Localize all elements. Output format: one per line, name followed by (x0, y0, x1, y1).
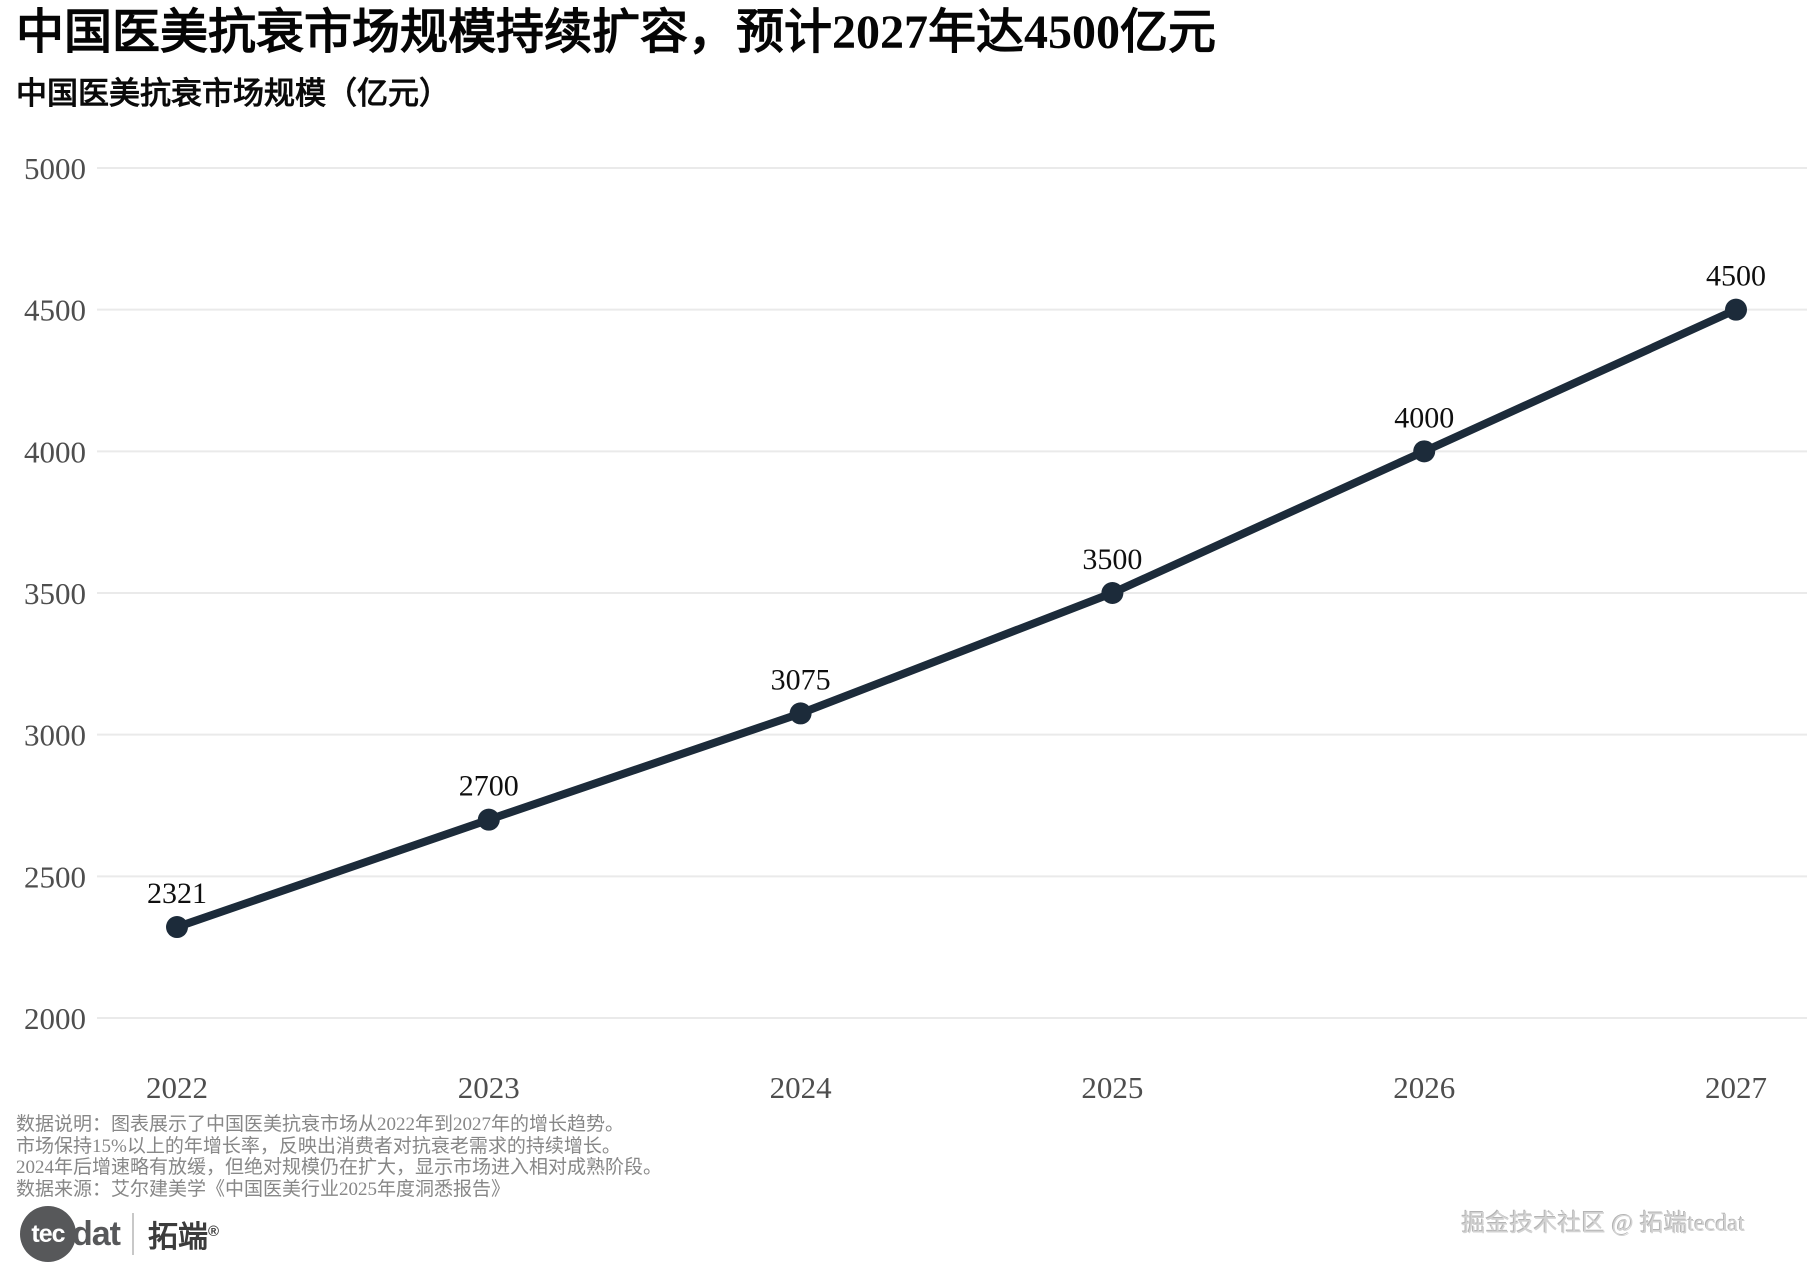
data-point-label: 2321 (147, 877, 207, 910)
footnote-line: 市场保持15%以上的年增长率，反映出消费者对抗衰老需求的持续增长。 (16, 1135, 621, 1157)
page-title: 中国医美抗衰市场规模持续扩容，预计2027年达4500亿元 (16, 6, 1217, 59)
y-tick-label: 5000 (24, 151, 86, 186)
y-tick-label: 2500 (24, 859, 86, 894)
x-tick-label: 2024 (770, 1070, 833, 1105)
footnote-line: 数据说明：图表展示了中国医美抗衰市场从2022年到2027年的增长趋势。 (16, 1114, 625, 1135)
tecdat-logo-dat: dat (72, 1214, 121, 1253)
x-tick-label: 2025 (1081, 1070, 1143, 1105)
data-point (1413, 440, 1436, 463)
data-point (1101, 582, 1124, 604)
tecdat-logo: tec dat 拓端® (20, 1206, 219, 1262)
x-tick-label: 2023 (458, 1070, 520, 1105)
data-point-label: 4000 (1394, 401, 1454, 434)
y-tick-label: 4000 (24, 434, 86, 469)
data-point-label: 4500 (1706, 260, 1766, 293)
x-tick-label: 2026 (1393, 1070, 1455, 1105)
chart-subtitle: 中国医美抗衰市场规模（亿元） (16, 76, 450, 111)
watermark: 掘金技术社区 @ 拓端tecdat (1461, 1211, 1745, 1237)
y-tick-label: 3500 (24, 576, 86, 611)
y-tick-label: 4500 (24, 293, 86, 328)
data-line (173, 305, 1740, 932)
data-point (1725, 298, 1747, 321)
x-tick-label: 2022 (146, 1070, 208, 1105)
footnote-source: 数据来源：艾尔建美学《中国医美行业2025年度洞悉报告》 (16, 1178, 511, 1200)
data-point-label: 3500 (1082, 543, 1142, 576)
footnotes: 数据说明：图表展示了中国医美抗衰市场从2022年到2027年的增长趋势。 市场保… (16, 1114, 662, 1200)
tecdat-logo-circle-icon: tec (20, 1206, 76, 1262)
y-tick-label: 2000 (24, 1001, 86, 1036)
footnote-line: 2024年后增速略有放缓，但绝对规模仍在扩大，显示市场进入相对成熟阶段。 (16, 1157, 663, 1178)
data-point-label: 2700 (459, 770, 519, 803)
data-point-label: 3075 (771, 663, 831, 696)
x-tick-label: 2027 (1705, 1070, 1767, 1105)
y-tick-label: 3000 (24, 718, 86, 753)
logo-divider (132, 1213, 134, 1255)
registered-mark: ® (208, 1223, 220, 1240)
data-point (477, 808, 500, 831)
tecdat-logo-tec: tec (31, 1219, 65, 1248)
data-point (166, 916, 188, 939)
data-point (789, 702, 812, 725)
tecdat-logo-cn: 拓端® (148, 1221, 220, 1254)
